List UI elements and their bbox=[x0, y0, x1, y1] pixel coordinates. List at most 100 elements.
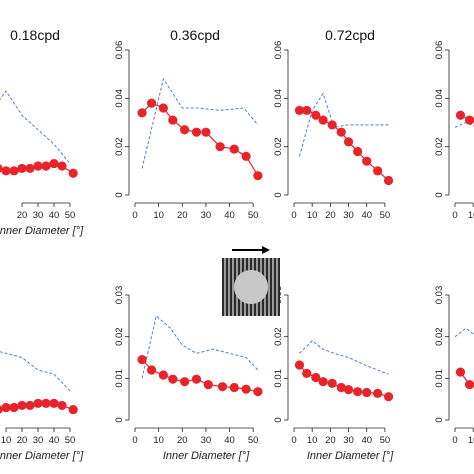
data-point-2-4 bbox=[327, 120, 337, 130]
x-tick-label-6-1: 10 bbox=[307, 435, 318, 446]
x-tick-label-3-1: 10 bbox=[468, 210, 474, 221]
data-point-6-8 bbox=[362, 387, 372, 398]
x-tick-label-7-0: 0 bbox=[452, 435, 457, 446]
data-point-4-2 bbox=[1, 402, 11, 413]
x-tick-label-1-0: 0 bbox=[132, 210, 137, 221]
data-point-5-8 bbox=[229, 382, 239, 393]
x-label-5: Inner Diameter [°] bbox=[163, 450, 250, 462]
x-tick-label-4-4: 50 bbox=[65, 435, 76, 446]
x-tick-label-1-4: 40 bbox=[224, 210, 235, 221]
data-point-6-0 bbox=[294, 360, 305, 370]
data-point-5-0 bbox=[137, 354, 147, 365]
x-tick-label-4-1: 20 bbox=[17, 435, 28, 446]
data-point-5-6 bbox=[203, 379, 213, 390]
data-point-0-6 bbox=[33, 161, 43, 171]
data-point-2-7 bbox=[353, 146, 363, 157]
panel-4: 10 20 30 40 50 Inner Diameter [°] bbox=[0, 351, 84, 462]
data-point-5-9 bbox=[241, 384, 251, 394]
x-tick-label-0-1: 30 bbox=[33, 210, 44, 221]
x-tick-label-2-1: 10 bbox=[307, 210, 318, 221]
data-point-7-0 bbox=[455, 367, 466, 377]
x-tick-label-1-5: 50 bbox=[248, 210, 259, 221]
series-dashed-line-1 bbox=[141, 77, 259, 169]
data-point-6-9 bbox=[373, 388, 383, 398]
panels: 20 30 40 50 Inner Diameter [°] 0 0.02 0.04 0.06 0… bbox=[0, 41, 474, 462]
y-tick-label-7-3: 0.03 bbox=[434, 286, 445, 305]
data-point-1-4 bbox=[180, 125, 190, 135]
data-point-0-4 bbox=[17, 163, 27, 174]
series-dashed-line-5 bbox=[141, 314, 259, 379]
data-point-6-10 bbox=[383, 392, 394, 402]
x-tick-label-6-5: 50 bbox=[380, 435, 391, 446]
data-point-6-4 bbox=[327, 378, 337, 388]
data-point-0-2 bbox=[1, 166, 11, 176]
panel-title-2: 0.72cpd bbox=[325, 27, 375, 43]
x-tick-label-2-0: 0 bbox=[291, 210, 296, 221]
x-tick-label-1-3: 30 bbox=[201, 210, 212, 221]
x-tick-label-2-2: 20 bbox=[325, 210, 336, 221]
data-point-0-5 bbox=[25, 163, 35, 174]
panel-7: 00.010.020.03010Im bbox=[434, 286, 474, 446]
data-point-4-7 bbox=[41, 398, 51, 408]
y-tick-label-6-2: 0.02 bbox=[273, 327, 284, 346]
y-tick-label-5-0: 0 bbox=[114, 417, 125, 422]
y-tick-label-1-2: 0.04 bbox=[114, 89, 125, 108]
data-point-6-6 bbox=[343, 384, 354, 395]
y-tick-label-3-0: 0 bbox=[434, 192, 445, 197]
data-point-5-3 bbox=[168, 374, 178, 384]
x-tick-label-0-0: 20 bbox=[17, 210, 28, 221]
data-point-1-7 bbox=[215, 142, 225, 152]
x-tick-label-6-4: 40 bbox=[361, 435, 372, 446]
y-tick-label-7-1: 0.01 bbox=[434, 369, 445, 388]
data-point-4-10 bbox=[68, 404, 78, 415]
y-tick-label-1-1: 0.02 bbox=[114, 137, 125, 156]
y-tick-label-2-2: 0.04 bbox=[273, 89, 284, 108]
data-point-2-0 bbox=[294, 105, 305, 116]
x-tick-label-3-0: 0 bbox=[452, 210, 457, 221]
x-tick-label-0-2: 40 bbox=[49, 210, 60, 221]
series-marker-line-1 bbox=[141, 102, 259, 176]
panel-title-0: 0.18cpd bbox=[10, 27, 60, 43]
series-dashed-line-7 bbox=[454, 327, 474, 338]
data-point-1-6 bbox=[201, 127, 211, 137]
data-point-4-8 bbox=[49, 398, 59, 408]
panel-title-1: 0.36cpd bbox=[170, 27, 220, 43]
data-point-0-8 bbox=[49, 158, 59, 169]
data-point-2-2 bbox=[311, 110, 321, 120]
data-point-1-3 bbox=[168, 115, 178, 125]
x-label-4: Inner Diameter [°] bbox=[0, 450, 84, 462]
series-dashed-line-4 bbox=[0, 351, 71, 392]
y-tick-label-1-0: 0 bbox=[114, 192, 125, 197]
data-point-4-6 bbox=[33, 398, 43, 408]
x-tick-label-0-3: 50 bbox=[65, 210, 76, 221]
x-tick-label-1-2: 20 bbox=[177, 210, 188, 221]
y-tick-label-2-3: 0.06 bbox=[273, 41, 284, 60]
panel-5: 0 0.01 0.02 0.03 0 10 20 30 40 50 Inner Diameter [… bbox=[114, 286, 263, 462]
y-tick-label-3-2: 0.04 bbox=[434, 89, 445, 108]
x-tick-label-2-5: 50 bbox=[380, 210, 391, 221]
x-tick-label-5-2: 20 bbox=[177, 435, 188, 446]
x-tick-label-1-1: 10 bbox=[153, 210, 164, 221]
arrow-head-icon bbox=[262, 246, 270, 254]
x-tick-label-4-3: 40 bbox=[49, 435, 60, 446]
data-point-5-2 bbox=[158, 370, 168, 380]
data-point-4-4 bbox=[17, 400, 27, 411]
panel-0: 20 30 40 50 Inner Diameter [°] bbox=[0, 90, 84, 237]
data-point-2-10 bbox=[383, 175, 394, 186]
data-point-1-8 bbox=[229, 144, 239, 154]
x-tick-label-4-2: 30 bbox=[33, 435, 44, 446]
y-tick-label-5-3: 0.03 bbox=[114, 286, 125, 305]
panel-3: 0 0.02 0.04 0.06 0 10 bbox=[434, 41, 474, 221]
data-point-1-10 bbox=[253, 171, 263, 181]
data-point-4-5 bbox=[25, 400, 35, 411]
series-dashed-line-6 bbox=[299, 340, 389, 375]
x-tick-label-5-0: 0 bbox=[132, 435, 137, 446]
data-point-3-0 bbox=[455, 110, 466, 120]
x-tick-label-5-3: 30 bbox=[201, 435, 212, 446]
data-point-1-0 bbox=[137, 108, 147, 118]
data-point-1-9 bbox=[241, 151, 251, 161]
data-point-2-9 bbox=[373, 166, 383, 176]
grating-annulus-icon bbox=[222, 258, 280, 316]
